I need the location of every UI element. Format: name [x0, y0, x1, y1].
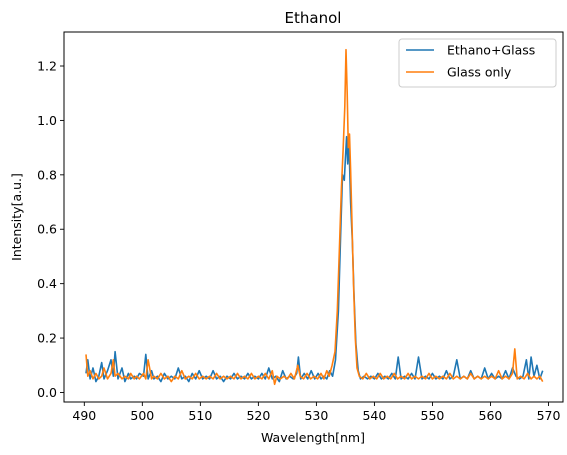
- y-axis-ticks: 0.0 0.2 0.4 0.6 0.8 1.0 1.2: [37, 59, 64, 400]
- x-tick-label: 540: [362, 408, 386, 423]
- y-axis-label: Intensity[a.u.]: [9, 173, 24, 261]
- x-tick-label: 500: [130, 408, 154, 423]
- x-tick-label: 570: [537, 408, 561, 423]
- series-line-glass-only: [85, 48, 544, 386]
- x-tick-label: 530: [304, 408, 328, 423]
- y-tick-label: 1.2: [37, 59, 57, 74]
- x-tick-label: 520: [246, 408, 270, 423]
- x-axis-ticks: 490 500 510 520 530 540 550 560 570: [72, 402, 560, 423]
- y-tick-label: 0.8: [37, 167, 57, 182]
- legend: Ethano+Glass Glass only: [398, 38, 557, 88]
- chart-title: Ethanol: [285, 9, 342, 27]
- plot-lines: [85, 48, 544, 386]
- y-tick-label: 1.0: [37, 113, 57, 128]
- x-axis-label: Wavelength[nm]: [261, 430, 365, 445]
- y-tick-label: 0.4: [37, 276, 57, 291]
- x-tick-label: 550: [421, 408, 445, 423]
- series-line-ethano-glass: [85, 135, 544, 383]
- x-tick-label: 490: [72, 408, 96, 423]
- legend-label-glass-only: Glass only: [447, 65, 512, 80]
- y-tick-label: 0.0: [37, 385, 57, 400]
- y-tick-label: 0.2: [37, 331, 57, 346]
- x-tick-label: 560: [479, 408, 503, 423]
- plot-frame: [63, 31, 564, 403]
- x-tick-label: 510: [188, 408, 212, 423]
- y-tick-label: 0.6: [37, 222, 57, 237]
- legend-box: [398, 38, 557, 88]
- legend-label-ethano-glass: Ethano+Glass: [447, 43, 535, 58]
